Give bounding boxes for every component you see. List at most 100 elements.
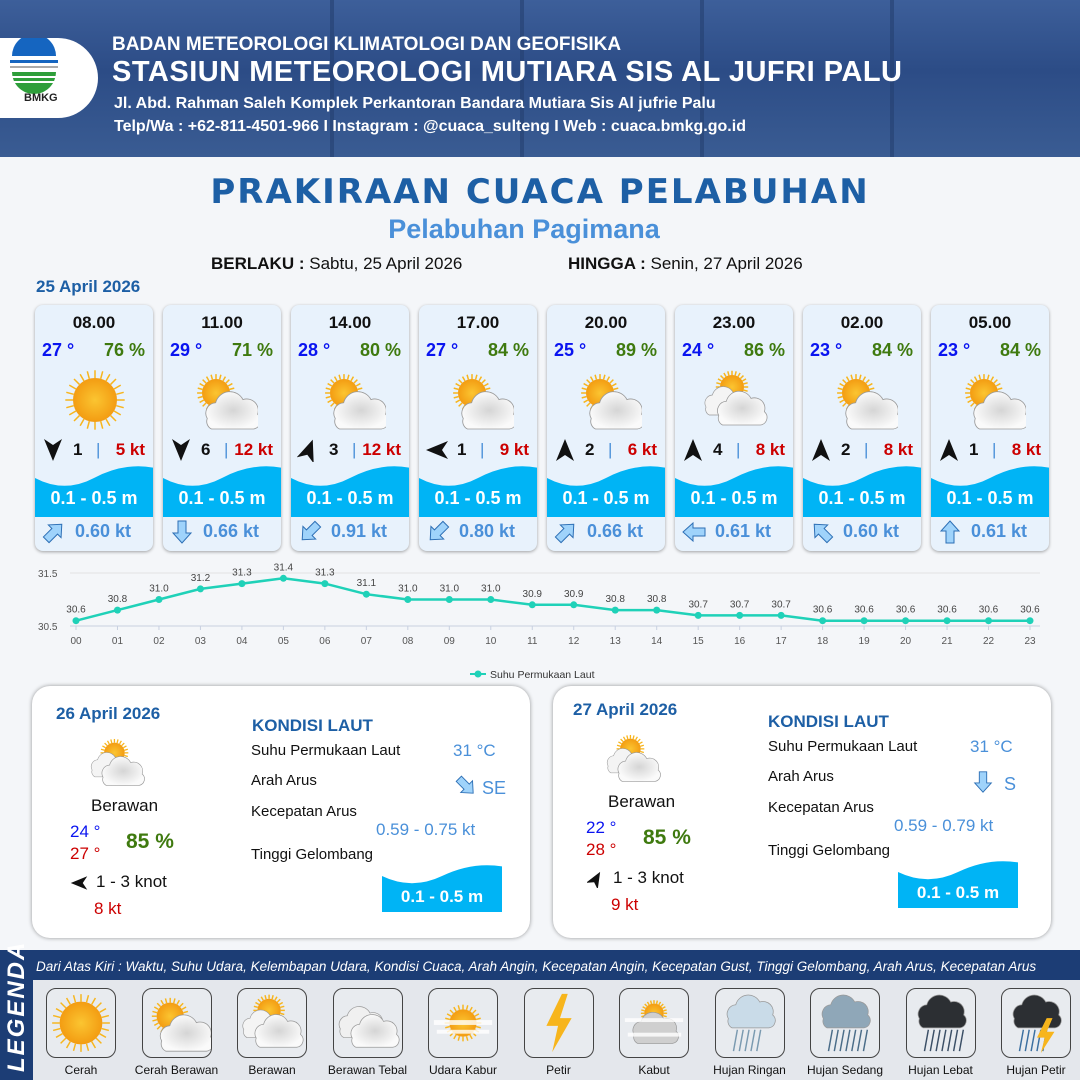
divider: | (96, 440, 101, 459)
logo-text: BMKG (24, 92, 58, 104)
data-point (985, 617, 993, 625)
card-wind-speed: 2 (841, 440, 851, 459)
divider: | (224, 440, 229, 459)
x-tick-label: 06 (319, 636, 331, 647)
panel-date: 27 April 2026 (573, 700, 678, 719)
data-point (736, 611, 744, 619)
card-humidity: 84 % (487, 340, 529, 360)
sun-cloud-icon (188, 365, 262, 435)
x-tick-label: 22 (983, 636, 995, 647)
data-point (113, 606, 121, 614)
card-temperature: 27 ° (42, 340, 75, 360)
wave-icon (675, 465, 793, 517)
sun-cloud-icon (316, 365, 390, 435)
data-point (155, 596, 163, 603)
address: Jl. Abd. Rahman Saleh Komplek Perkantora… (114, 95, 716, 112)
data-label: 30.7 (730, 599, 750, 610)
data-label: 31.0 (149, 584, 169, 595)
data-label: 30.7 (771, 599, 791, 610)
cloudy-icon (87, 734, 147, 794)
valid-from-label: BERLAKU : (211, 254, 305, 273)
data-label: 30.6 (1020, 605, 1040, 616)
sun-cloud-icon (141, 988, 214, 1058)
wind-direction-icon (296, 438, 321, 464)
x-tick-label: 03 (195, 636, 207, 647)
panel-gust: 9 kt (611, 895, 639, 914)
current-direction-icon (169, 519, 195, 545)
wave-height-label: Tinggi Gelombang (251, 846, 374, 863)
wave-icon (382, 864, 502, 912)
card-temperature: 24 ° (682, 340, 715, 360)
card-time: 02.00 (840, 313, 884, 332)
card-current-speed: 0.60 kt (843, 521, 900, 541)
legend-item-label: Petir (546, 1063, 571, 1077)
data-label: 30.8 (647, 594, 667, 605)
sea-condition-title: KONDISI LAUT (252, 716, 373, 735)
forecast-card-1400: 14.00 28 ° 80 % 3 | 12 kt 0.1 - 0.5 m 0.… (291, 305, 409, 551)
card-time: 14.00 (328, 313, 372, 332)
valid-from-date: Sabtu, 25 April 2026 (309, 254, 463, 273)
data-label: 30.6 (937, 605, 957, 616)
card-temperature: 23 ° (938, 340, 971, 360)
page-title: PRAKIRAAN CUACA PELABUHAN (210, 172, 870, 212)
card-current-speed: 0.80 kt (459, 521, 516, 541)
card-current-speed: 0.91 kt (331, 521, 388, 541)
wave-height-label: Tinggi Gelombang (768, 842, 891, 859)
card-time: 08.00 (72, 313, 116, 332)
x-tick-label: 02 (153, 636, 165, 647)
panel-temp-max: 28 ° (586, 840, 617, 859)
current-direction-label: Arah Arus (251, 772, 317, 789)
sea-surface-temperature-chart: 31.5 30.5 30.6 00 30.8 01 31.0 02 31.2 03 31.3 04 31… (38, 562, 1040, 681)
panel-condition: Berawan (91, 796, 159, 815)
valid-to: HINGGA : Senin, 27 April 2026 (568, 254, 803, 274)
legend-item-label: Hujan Ringan (713, 1063, 786, 1077)
data-point (487, 596, 495, 603)
x-tick-label: 07 (361, 636, 373, 647)
card-gust: 6 kt (627, 440, 657, 459)
legend-item-label: Udara Kabur (428, 1063, 498, 1077)
data-label: 31.0 (440, 584, 460, 595)
station-name: STASIUN METEOROLOGI MUTIARA SIS AL JUFRI… (112, 56, 903, 88)
x-tick-label: 01 (112, 636, 124, 647)
card-humidity: 80 % (359, 340, 401, 360)
card-time: 17.00 (456, 313, 500, 332)
current-direction-icon (937, 519, 963, 545)
data-point (1026, 617, 1034, 625)
forecast-card-2300: 23.00 24 ° 86 % 4 | 8 kt 0.1 - 0.5 m 0.6… (675, 305, 793, 551)
card-wave-height: 0.1 - 0.5 m (434, 488, 522, 508)
thunderstorm-icon (1001, 988, 1071, 1058)
card-current-speed: 0.60 kt (75, 521, 132, 541)
light-rain-icon (714, 988, 785, 1058)
valid-to-date: Senin, 27 April 2026 (650, 254, 803, 273)
panel-temp-min: 24 ° (70, 822, 101, 841)
card-temperature: 23 ° (810, 340, 843, 360)
wave-icon (898, 860, 1018, 908)
legend-item-label: Hujan Lebat (908, 1063, 973, 1077)
x-tick-label: 09 (444, 636, 456, 647)
data-point (694, 611, 702, 619)
data-point (445, 596, 453, 603)
y-tick-label: 30.5 (38, 622, 58, 633)
sun-icon (46, 988, 116, 1058)
card-current-speed: 0.61 kt (971, 521, 1028, 541)
card-wind-speed: 3 (329, 440, 339, 459)
data-point (72, 617, 80, 625)
wave-icon (163, 465, 281, 517)
card-time: 11.00 (201, 313, 243, 332)
divider: | (608, 440, 613, 459)
card-wind-speed: 1 (457, 440, 467, 459)
legend-item-label: Kabut (638, 1063, 670, 1077)
x-tick-label: 19 (859, 636, 871, 647)
x-tick-label: 20 (900, 636, 912, 647)
card-temperature: 27 ° (426, 340, 459, 360)
legend-item-label: Cerah Berawan (134, 1063, 219, 1077)
sun-cloud-icon (956, 365, 1030, 435)
bmkg-logo (0, 38, 98, 118)
current-direction-icon (425, 519, 451, 545)
haze-icon (428, 988, 498, 1058)
panel-wind-speed: 1 - 3 knot (96, 872, 167, 891)
x-tick-label: 12 (568, 636, 580, 647)
data-label: 30.9 (523, 589, 543, 600)
x-tick-label: 13 (610, 636, 622, 647)
x-tick-label: 23 (1024, 636, 1036, 647)
